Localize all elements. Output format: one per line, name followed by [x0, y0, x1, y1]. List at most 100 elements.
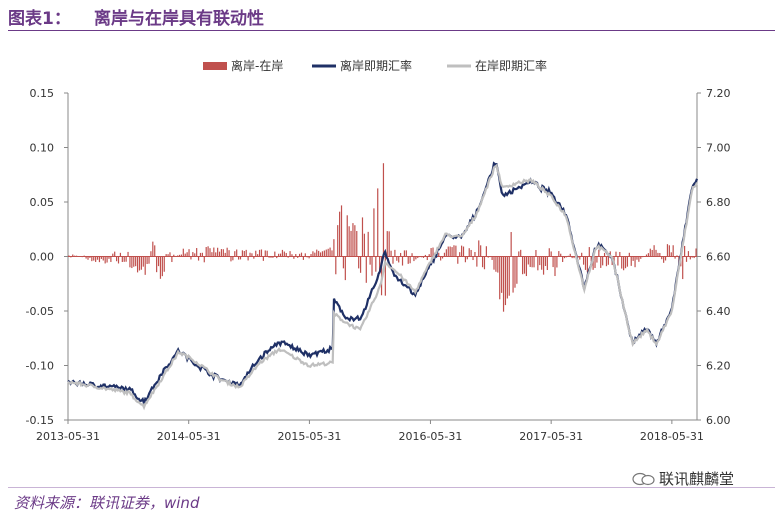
- spread-bar: [291, 254, 293, 257]
- spread-bar: [464, 256, 467, 263]
- spread-bar: [664, 256, 667, 261]
- spread-bar: [623, 256, 625, 271]
- spread-bar: [539, 256, 541, 266]
- spread-bar: [249, 252, 251, 257]
- spread-bar: [150, 251, 152, 257]
- spread-bar: [121, 256, 123, 262]
- spread-bar: [537, 256, 539, 271]
- spread-bar: [298, 253, 301, 257]
- spread-bar: [445, 249, 447, 257]
- spread-bar: [217, 247, 219, 257]
- spread-bar: [569, 253, 571, 257]
- spread-bar: [546, 256, 548, 271]
- series-onshore-line: [67, 163, 699, 411]
- spread-bar: [237, 256, 240, 260]
- x-axis-tick-label: 2014-05-31: [157, 430, 221, 443]
- spread-bar: [563, 256, 566, 259]
- spread-bar: [396, 256, 398, 261]
- spread-bar: [649, 248, 651, 257]
- spread-bar: [318, 250, 320, 257]
- spread-bar: [481, 256, 484, 268]
- left-axis-tick-label: -0.05: [26, 305, 54, 318]
- spread-bar: [535, 249, 537, 257]
- spread-bar: [144, 256, 146, 275]
- spread-bar: [382, 163, 385, 257]
- spread-bar: [148, 256, 150, 264]
- spread-bar: [617, 256, 619, 266]
- spread-bar: [314, 252, 316, 257]
- spread-bar: [377, 188, 379, 257]
- spread-bar: [251, 253, 253, 257]
- spread-bar: [346, 215, 348, 257]
- spread-bar: [117, 256, 120, 264]
- spread-bar: [413, 256, 415, 262]
- spread-bar: [96, 256, 99, 260]
- spread-bar: [499, 256, 501, 300]
- spread-bar: [255, 250, 257, 257]
- spread-bar: [213, 247, 215, 257]
- spread-bar: [161, 256, 163, 277]
- spread-bar: [119, 252, 122, 257]
- spread-bar: [663, 256, 665, 263]
- spread-bar: [331, 250, 333, 257]
- spread-bar: [375, 256, 377, 272]
- spread-bar: [470, 249, 472, 257]
- spread-bar: [579, 256, 581, 260]
- spread-bar: [142, 256, 144, 267]
- spread-bar: [333, 239, 335, 257]
- spread-bar: [581, 252, 583, 257]
- spread-bar: [367, 231, 369, 257]
- spread-bar: [152, 241, 154, 257]
- spread-bar: [411, 253, 413, 257]
- spread-bar: [371, 256, 373, 276]
- spread-bar: [386, 231, 388, 257]
- spread-bar: [186, 252, 188, 257]
- spread-bar: [461, 245, 463, 257]
- spread-bar: [72, 254, 74, 257]
- spread-bar: [422, 256, 425, 258]
- spread-bar: [239, 256, 242, 260]
- spread-bar: [468, 248, 470, 257]
- right-axis-tick-label: 6.80: [706, 196, 731, 209]
- spread-bar: [432, 247, 434, 257]
- spread-bar: [196, 248, 198, 257]
- spread-bar: [348, 226, 350, 257]
- spread-bar: [438, 252, 440, 257]
- spread-bar: [226, 247, 228, 257]
- spread-bar: [339, 211, 341, 257]
- spread-bar: [340, 205, 343, 257]
- spread-bar: [603, 252, 606, 257]
- left-axis-tick-label: -0.10: [26, 360, 54, 373]
- spread-bar: [129, 256, 131, 268]
- spread-bar: [628, 252, 630, 257]
- figure-title: 图表1： 离岸与在岸具有联动性: [8, 4, 264, 29]
- spread-bar: [89, 256, 91, 258]
- spread-bar: [169, 252, 171, 257]
- spread-bar: [184, 253, 186, 257]
- spread-bar: [123, 256, 125, 262]
- right-axis-tick-label: 7.20: [706, 87, 731, 100]
- right-axis-tick-label: 6.20: [706, 360, 731, 373]
- spread-bar: [495, 256, 497, 272]
- spread-bar: [510, 232, 512, 257]
- spread-bar: [440, 256, 442, 261]
- spread-bar: [392, 256, 394, 264]
- spread-bar: [548, 248, 550, 257]
- spread-bar: [312, 251, 314, 257]
- spread-bar: [205, 247, 207, 257]
- series-offshore-line: [67, 161, 699, 408]
- spread-bar: [518, 251, 520, 257]
- spread-bar: [270, 256, 272, 258]
- spread-bar: [234, 251, 236, 257]
- spread-bar: [520, 249, 522, 257]
- spread-bar: [285, 252, 287, 257]
- spread-bar: [310, 254, 312, 257]
- spread-bar: [632, 256, 634, 261]
- spread-bar: [398, 256, 400, 263]
- spread-bar: [560, 253, 562, 257]
- spread-bar: [167, 254, 169, 257]
- spread-bar: [131, 256, 133, 269]
- spread-bar: [676, 255, 678, 257]
- spread-bar: [640, 256, 642, 259]
- spread-bar: [512, 256, 514, 293]
